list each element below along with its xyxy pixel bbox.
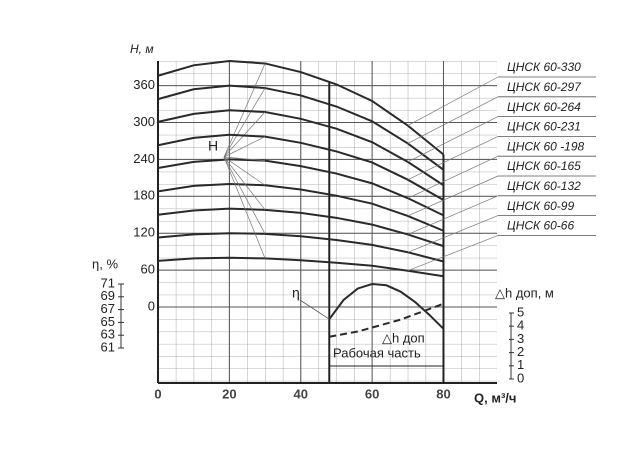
h-curve (157, 256, 444, 278)
y2-tick-label: 1 (517, 357, 524, 372)
eta-tick-label: 71 (101, 275, 115, 290)
y-tick-label: 0 (148, 298, 155, 313)
h-curve (157, 109, 445, 187)
y-tick-label: 180 (133, 188, 155, 203)
y-tick-label: 300 (133, 114, 155, 129)
x-axis-label: Q, м³/ч (474, 390, 516, 405)
y2-tick-label: 4 (517, 318, 524, 333)
legend-label: ЦНСК 60-297 (507, 80, 582, 94)
legend-label: ЦНСК 60 -198 (507, 139, 584, 153)
legend-leader (407, 136, 499, 181)
efficiency-curve (328, 282, 445, 330)
h-curve (157, 133, 444, 201)
h-leader (223, 156, 266, 259)
h-curve (157, 207, 444, 248)
eta-tick-label: 61 (101, 339, 115, 354)
h-leader (223, 156, 266, 234)
npsh-axis-label: △h доп, м (495, 285, 554, 300)
h-leader (223, 111, 266, 158)
h-leader (223, 156, 266, 161)
legend-label: ЦНСК 60-66 (507, 219, 574, 233)
h-annotation: H (208, 138, 218, 154)
y-axis-label: Н, м (130, 42, 154, 56)
h-curve (157, 84, 445, 171)
legend-leader (407, 175, 499, 217)
legend-leader (407, 195, 499, 235)
legend-leader (407, 215, 499, 253)
h-leader (223, 87, 266, 158)
npsh-curve (329, 302, 444, 338)
eta-axis-label: η, % (92, 256, 118, 271)
minor-grid (158, 61, 497, 383)
x-tick-label: 40 (294, 386, 308, 401)
legend-label: ЦНСК 60-165 (507, 159, 581, 173)
legend-label: ЦНСК 60-132 (507, 179, 581, 193)
y2-tick-label: 2 (517, 344, 524, 359)
legend-leader (407, 76, 499, 126)
working-range-label: Рабочая часть (333, 345, 421, 360)
legend-label: ЦНСК 60-330 (507, 60, 581, 74)
y-tick-label: 360 (133, 77, 155, 92)
x-tick-label: 60 (365, 386, 379, 401)
legend-leader (407, 155, 499, 199)
y2-tick-label: 0 (517, 370, 524, 385)
y-tick-label: 240 (133, 151, 155, 166)
legend-leader (407, 116, 499, 163)
legend-leader (407, 235, 499, 272)
eta-annotation: η (292, 285, 300, 301)
y-tick-label: 60 (141, 262, 155, 277)
legend-leader (407, 96, 499, 144)
h-curve (157, 232, 444, 263)
npsh-annotation: △h доп (382, 330, 425, 345)
x-tick-label: 0 (154, 386, 161, 401)
legend-label: ЦНСК 60-99 (507, 199, 574, 213)
h-curve (157, 182, 444, 232)
h-leader (223, 156, 266, 186)
legend-label: ЦНСК 60-264 (507, 100, 581, 114)
eta-tick-label: 63 (101, 327, 115, 342)
eta-leader (299, 299, 330, 320)
eta-tick-label: 69 (101, 288, 115, 303)
h-curve (157, 158, 444, 217)
eta-tick-label: 65 (101, 314, 115, 329)
y-tick-label: 120 (133, 225, 155, 240)
h-curve (157, 59, 445, 156)
eta-tick-label: 67 (101, 301, 115, 316)
h-leader (223, 156, 266, 211)
legend-label: ЦНСК 60-231 (507, 120, 581, 134)
h-leader (223, 136, 266, 158)
x-tick-label: 20 (222, 386, 236, 401)
y2-tick-label: 3 (517, 331, 524, 346)
y2-tick-label: 5 (517, 304, 524, 319)
x-tick-label: 80 (436, 386, 450, 401)
